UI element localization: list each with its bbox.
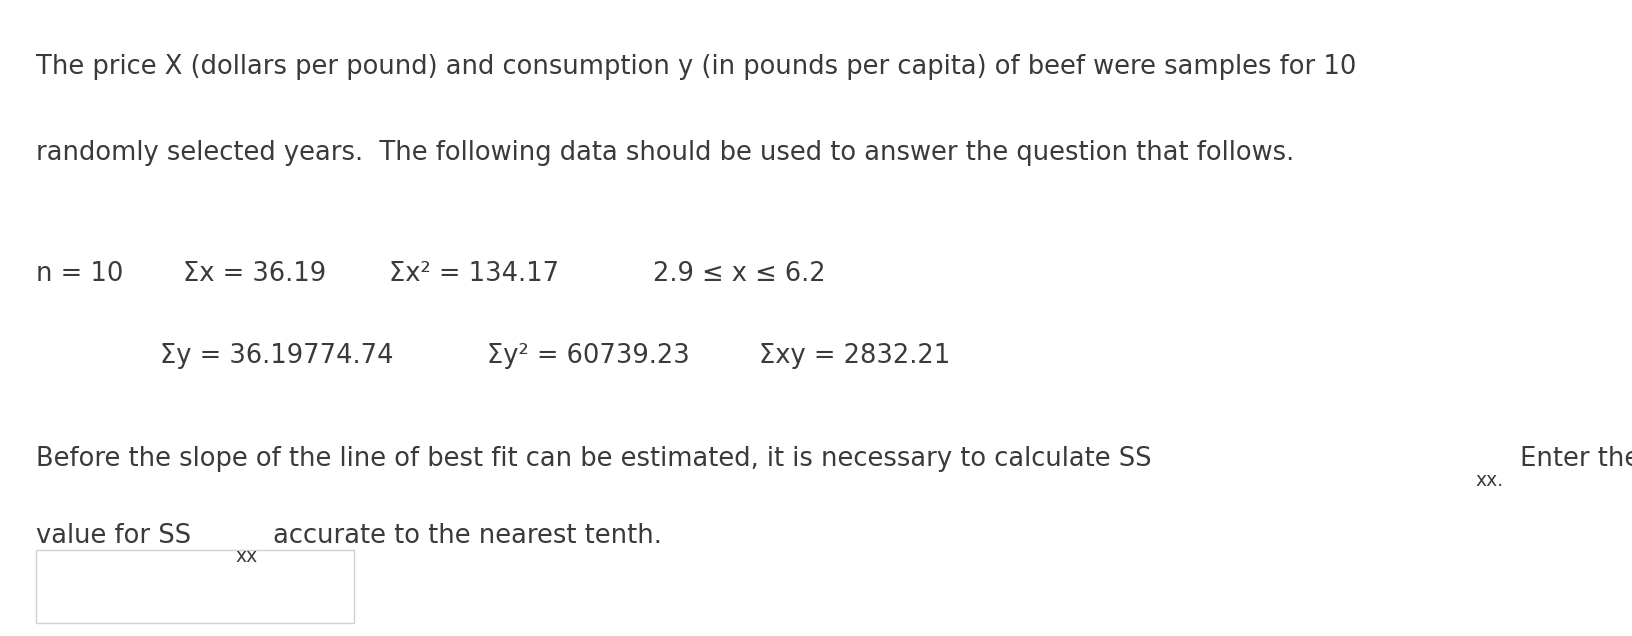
Text: accurate to the nearest tenth.: accurate to the nearest tenth. (264, 523, 661, 549)
Text: Before the slope of the line of best fit can be estimated, it is necessary to ca: Before the slope of the line of best fit… (36, 446, 1151, 473)
Text: n = 10: n = 10 (36, 261, 124, 287)
Text: Σx = 36.19: Σx = 36.19 (183, 261, 326, 287)
Text: Enter the: Enter the (1511, 446, 1632, 473)
Text: Σx² = 134.17: Σx² = 134.17 (388, 261, 558, 287)
Text: Σy² = 60739.23: Σy² = 60739.23 (486, 343, 689, 370)
Text: randomly selected years.  The following data should be used to answer the questi: randomly selected years. The following d… (36, 140, 1294, 166)
Text: xx: xx (235, 547, 258, 566)
Text: xx.: xx. (1474, 471, 1503, 490)
FancyBboxPatch shape (36, 550, 354, 623)
Text: 2.9 ≤ x ≤ 6.2: 2.9 ≤ x ≤ 6.2 (653, 261, 826, 287)
Text: Σxy = 2832.21: Σxy = 2832.21 (759, 343, 950, 370)
Text: Σy = 36.19774.74: Σy = 36.19774.74 (160, 343, 393, 370)
Text: The price X (dollars per pound) and consumption y (in pounds per capita) of beef: The price X (dollars per pound) and cons… (36, 54, 1356, 80)
Text: value for SS: value for SS (36, 523, 191, 549)
